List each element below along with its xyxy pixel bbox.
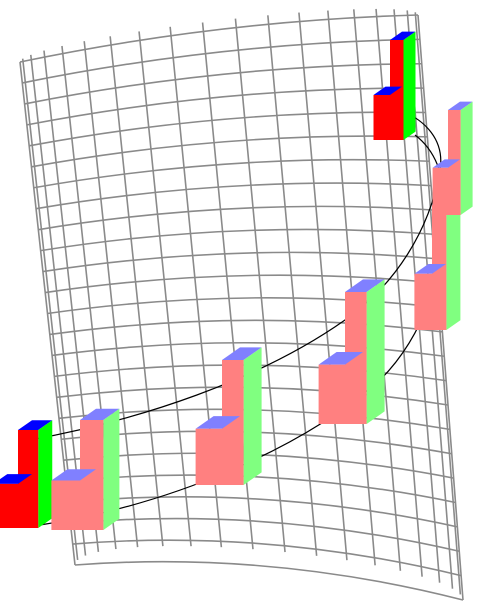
moving-block-top-face [222,347,262,360]
start-block [0,420,53,528]
start-block-top-face [18,420,53,430]
grid-generator [234,18,286,553]
moving-block-top-face [432,159,460,168]
blocks-layer [0,31,473,530]
moving-block-front-face [80,420,104,530]
moving-block-top-face [448,101,473,110]
grid-ring [31,135,428,168]
moving-block-top-face [318,352,363,365]
start-block-top-face [373,86,402,95]
moving-block-front-face [345,292,367,424]
start-block-top-face [0,474,32,484]
start-block-front-face [373,95,390,140]
moving-block-side-face [366,279,385,424]
grid-ring [33,158,430,189]
grid-generator [83,41,139,548]
moving-block-top-face [51,469,96,481]
moving-block-side-face [446,195,461,330]
moving-block-top-face [345,279,385,292]
grid-ring [40,228,435,252]
moving-block-front-face [222,360,244,485]
moving-block [318,279,385,424]
moving-block [51,408,120,530]
moving-block-side-face [103,408,120,530]
grid-ring [51,341,445,358]
grid-generator [138,31,192,547]
moving-block [195,347,262,485]
start-block-front-face [0,483,18,528]
moving-block-front-face [432,167,448,215]
start-block-front-face [18,430,39,528]
start-block-top-face [390,31,416,40]
moving-block [414,195,461,330]
moving-block [432,101,473,215]
moving-block-front-face [414,273,432,330]
grid-ring [45,274,439,294]
moving-block-top-face [195,416,240,429]
grid-ring [72,539,462,577]
start-block-side-face [403,31,416,141]
grid-ring [35,182,432,210]
grid-ring [29,111,426,147]
grid-ring [70,517,460,553]
grid-ring [47,297,441,315]
grid-generator [109,36,164,547]
moving-block-front-face [318,364,345,424]
grid-ring [24,62,422,105]
grid-ring [22,38,420,84]
grid-ring [26,87,424,126]
start-block [373,31,416,141]
grid-ring [42,251,437,273]
grid-ring [49,319,443,336]
start-block-side-face [38,420,53,528]
grid-ring [19,14,419,63]
moving-block-front-face [195,428,222,485]
moving-block-top-face [414,263,446,274]
grid-generator [267,15,318,556]
grid-ring [74,560,464,601]
grid-ring [68,496,458,528]
moving-block-front-face [51,480,80,530]
grid-ring [38,205,434,231]
grid-generator [298,12,348,561]
moving-block-side-face [460,101,473,215]
moving-block-side-face [243,347,262,485]
moving-block-top-face [80,408,120,420]
